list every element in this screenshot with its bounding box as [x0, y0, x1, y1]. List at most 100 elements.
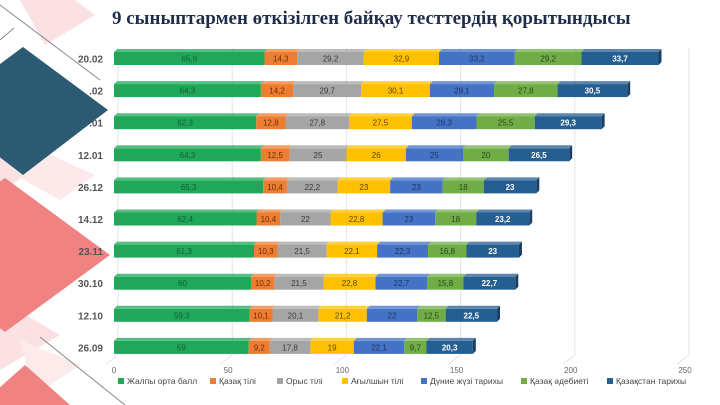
bar-segment: 22: [280, 209, 334, 226]
bar-top-face: [323, 273, 379, 277]
bar-rect: [404, 340, 427, 354]
data-label: 21,2: [335, 311, 351, 320]
bar-rect: [256, 212, 281, 226]
data-label: 15,8: [438, 279, 454, 288]
data-label: 22,2: [304, 183, 320, 192]
bar-rect: [323, 276, 376, 290]
bar-segment: 15,8: [427, 273, 467, 290]
x-tick-label: 0: [112, 366, 117, 375]
data-label: 65,3: [181, 183, 197, 192]
legend-item: Жалпы орта балл: [118, 376, 197, 386]
bar-top-face: [476, 209, 533, 213]
bar-rect: [445, 308, 498, 322]
data-label: 22,3: [395, 247, 411, 256]
bar-rect: [581, 52, 659, 65]
bar-rect: [114, 84, 261, 98]
bar-rect: [277, 244, 327, 258]
bar-segment: 25: [289, 145, 350, 162]
bar-segment: 10,2: [251, 273, 278, 290]
data-label: 22,1: [371, 343, 387, 352]
bar-rect: [377, 244, 429, 258]
gridlines: [105, 48, 690, 365]
bar-rect: [248, 340, 270, 354]
bar-top-face: [353, 337, 408, 341]
bar-segment: 23: [483, 177, 540, 194]
bar-rect: [462, 148, 509, 162]
bar-segment: 14,3: [264, 49, 301, 65]
bar-top-face: [361, 81, 433, 85]
bar-segment: 65,3: [114, 177, 267, 194]
x-tick-label: 50: [224, 366, 233, 375]
category-label: 12.10: [78, 311, 103, 322]
bar-segment: 61,3: [114, 241, 258, 258]
data-label: 23: [359, 183, 368, 192]
bar-rect: [318, 308, 367, 322]
legend-swatch: [277, 378, 283, 384]
x-tick-label: 150: [450, 366, 464, 375]
bar-segment: 30,1: [361, 81, 433, 98]
bar-segment: 25,5: [476, 113, 538, 130]
data-label: 14,2: [269, 87, 285, 96]
bar-top-face: [405, 145, 466, 149]
bar-segment: 64,3: [114, 81, 264, 98]
data-label: 20,3: [442, 343, 458, 352]
data-label: 10,2: [255, 279, 271, 288]
bar-top-face: [390, 177, 446, 181]
data-label: 10,4: [261, 215, 277, 224]
legend-item: Ағылшын тілі: [342, 376, 404, 386]
data-label: 27,8: [518, 87, 534, 96]
bar-rect: [249, 308, 273, 322]
bar-top-face: [114, 273, 255, 277]
data-label: 33,7: [612, 55, 628, 64]
bar-segment: 20: [462, 145, 512, 162]
gridline-floor: [105, 354, 119, 365]
bar-segment: 23: [390, 177, 446, 194]
data-label: 29,2: [323, 55, 339, 64]
data-label: 61,3: [176, 247, 192, 256]
legend-label: Жалпы орта балл: [127, 376, 197, 386]
bar-rect: [494, 84, 558, 98]
bar-segment: 26: [346, 145, 409, 162]
x-tick-label: 200: [564, 366, 578, 375]
data-label: 9,7: [410, 343, 422, 352]
bar-segment: 19: [310, 337, 357, 354]
legend: Жалпы орта балл Қазақ тілі Орыс тілі Ағылшы…: [118, 376, 686, 386]
data-label: 20,1: [288, 311, 304, 320]
data-label: 23: [488, 247, 497, 256]
bar-top-face: [346, 145, 409, 149]
bar-top-face: [514, 49, 585, 52]
bar-top-face: [114, 241, 258, 245]
bar-rect: [114, 180, 264, 194]
gridline-floor: [676, 354, 690, 365]
bar-top-face: [114, 81, 264, 85]
bar-rect: [349, 116, 412, 130]
bar-rect: [260, 84, 294, 98]
bar-rect: [439, 52, 515, 65]
bar-top-face: [264, 49, 301, 52]
data-label: 22: [301, 215, 310, 224]
x-axis-ticks: 0 50 100 150 200 250: [112, 366, 692, 375]
bar-rect: [114, 276, 252, 290]
bars: 65,9 14,3 29,2 32,9 33,2 29,2 33,7 64,3 14,2 29,7…: [114, 49, 662, 354]
data-label: 25: [314, 151, 323, 160]
bar-rect: [285, 116, 350, 130]
bar-rect: [476, 212, 530, 226]
bar-rect: [286, 180, 338, 194]
deco-line-bottom: [39, 336, 126, 405]
bar-segment: 62,4: [114, 209, 260, 226]
bar-segment: 32,9: [363, 49, 443, 65]
page-title: 9 сыныптармен өткізілген байқау тесттерд…: [112, 8, 631, 29]
bar-top-face: [289, 145, 350, 149]
bar-top-face: [427, 273, 467, 277]
bar-top-face: [466, 241, 522, 245]
bar-top-face: [248, 337, 273, 341]
bar-segment: 28,3: [411, 113, 480, 130]
bar-top-face: [326, 241, 381, 245]
bar-segment: 29,7: [293, 81, 365, 98]
data-label: 22,1: [344, 247, 360, 256]
legend-item: Қазақ әдебиеті: [521, 376, 589, 386]
bar-rect: [476, 116, 535, 130]
data-label: 27,5: [373, 119, 389, 128]
category-labels: 20.02 .02 .01 12.01 26.12 14.12 23.11 30.10 12.1…: [78, 55, 103, 355]
